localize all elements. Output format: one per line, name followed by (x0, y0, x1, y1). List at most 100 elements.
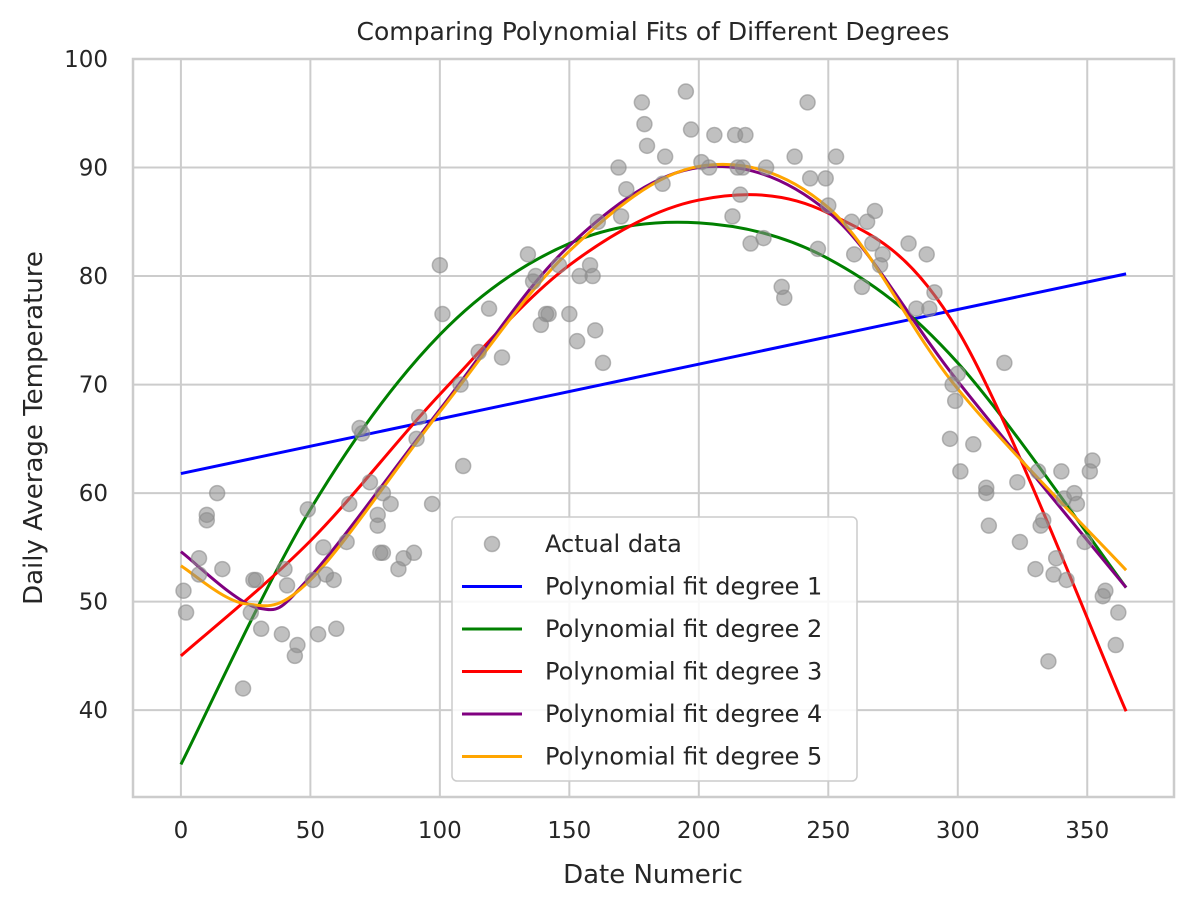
scatter-points (175, 83, 1127, 697)
data-point (755, 229, 772, 247)
legend-label: Actual data (545, 530, 682, 558)
y-tick-label: 100 (64, 47, 108, 73)
data-point (786, 148, 803, 165)
data-point (408, 430, 425, 448)
data-point (1053, 463, 1070, 480)
y-tick-label: 90 (79, 156, 108, 182)
data-point (175, 582, 192, 600)
y-tick-label: 50 (79, 590, 108, 616)
data-point (706, 126, 723, 144)
data-point (677, 83, 695, 100)
data-point (682, 121, 700, 138)
data-point (340, 495, 358, 513)
data-point (737, 126, 754, 144)
data-point (941, 430, 959, 448)
data-point (1011, 533, 1029, 551)
data-point (636, 115, 653, 133)
y-tick-label: 80 (79, 264, 108, 290)
data-point (654, 175, 671, 193)
fit-line-degree-1 (180, 272, 1127, 476)
data-point (309, 625, 327, 643)
data-point (276, 560, 293, 578)
legend-label: Polynomial fit degree 5 (545, 743, 822, 771)
x-tick-label: 50 (296, 818, 325, 844)
y-tick-label: 70 (79, 373, 108, 399)
data-point (361, 474, 379, 491)
data-point (656, 148, 674, 165)
legend: Actual data Polynomial fit degree 1 Polyno… (451, 516, 858, 782)
data-point (1027, 560, 1044, 578)
data-point (247, 571, 265, 589)
data-point (405, 544, 423, 562)
y-tick-label: 60 (79, 481, 108, 507)
data-point (921, 300, 938, 317)
data-point (866, 202, 884, 220)
data-point (700, 159, 718, 176)
data-point (1076, 533, 1093, 551)
data-point (382, 495, 399, 513)
x-tick-label: 300 (936, 818, 980, 844)
data-point (843, 213, 860, 231)
data-point (732, 186, 749, 203)
data-point (190, 566, 208, 583)
data-point (809, 240, 827, 258)
data-point (1084, 452, 1101, 469)
legend-box (451, 516, 858, 782)
data-point (369, 506, 386, 524)
x-tick-label: 250 (806, 818, 850, 844)
data-point (946, 392, 964, 410)
plot-frame (131, 57, 1176, 799)
legend-label: Polynomial fit degree 3 (545, 658, 822, 686)
data-point (198, 512, 216, 529)
data-point (423, 495, 441, 513)
x-axis-label: Date Numeric (563, 860, 743, 890)
data-point (410, 408, 428, 426)
x-tick-label: 100 (418, 818, 462, 844)
data-point (214, 560, 231, 578)
x-tick-label: 0 (174, 818, 189, 844)
data-point (949, 365, 967, 382)
data-point (190, 549, 208, 567)
fit-line-degree-3 (179, 193, 1128, 712)
data-point (1107, 636, 1124, 654)
data-point (527, 267, 544, 285)
data-point (996, 354, 1013, 372)
data-point (431, 256, 449, 274)
data-point (1110, 604, 1127, 621)
data-point (776, 289, 793, 307)
data-point (926, 284, 943, 301)
y-axis-ticks: 40 50 60 70 80 90 100 (64, 47, 108, 724)
data-point (561, 305, 578, 323)
data-point (177, 604, 195, 621)
data-point (550, 256, 568, 274)
data-point (853, 278, 871, 296)
data-point (638, 137, 656, 155)
data-point (470, 343, 487, 361)
data-point (353, 425, 371, 442)
data-point (540, 305, 557, 323)
data-point (454, 457, 472, 475)
data-point (900, 235, 917, 252)
data-point (278, 577, 296, 594)
data-point (273, 625, 291, 643)
data-point (1034, 512, 1052, 529)
data-point (594, 354, 612, 372)
data-point (734, 159, 752, 176)
data-point (234, 680, 252, 697)
data-point (633, 94, 651, 111)
data-point (801, 170, 819, 187)
data-point (289, 636, 306, 654)
x-tick-label: 200 (677, 818, 721, 844)
data-point (589, 213, 607, 231)
data-point (864, 235, 881, 252)
data-point (965, 436, 982, 453)
data-point (799, 94, 816, 111)
data-point (493, 349, 511, 366)
data-point (980, 517, 998, 534)
data-point (724, 208, 741, 225)
data-point (299, 501, 317, 518)
fit-line-degree-5 (180, 162, 1128, 608)
data-point (1047, 549, 1065, 567)
x-axis-ticks: 0 50 100 150 200 250 300 350 (174, 818, 1110, 844)
data-point (584, 267, 601, 285)
